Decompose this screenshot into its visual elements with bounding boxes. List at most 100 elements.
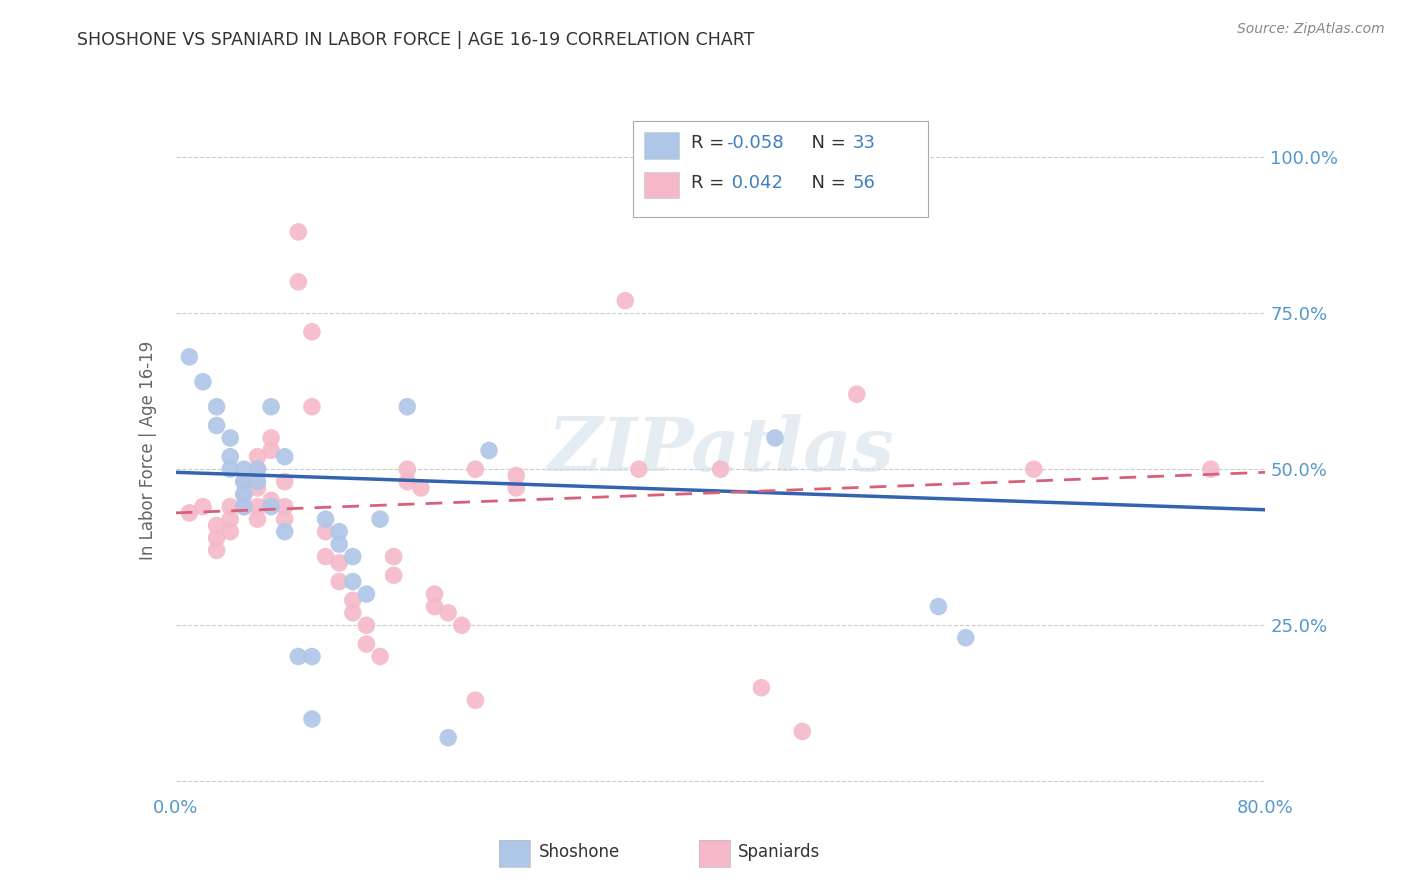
Point: [437, 731, 460, 745]
Point: [710, 462, 733, 476]
Y-axis label: In Labor Force | Age 16-19: In Labor Force | Age 16-19: [139, 341, 157, 560]
Point: [505, 468, 527, 483]
Point: [356, 637, 378, 651]
FancyBboxPatch shape: [644, 171, 679, 198]
Point: [301, 649, 323, 664]
Point: [287, 649, 309, 664]
Point: [287, 225, 309, 239]
Point: [382, 568, 405, 582]
Point: [356, 618, 378, 632]
Point: [792, 724, 814, 739]
Point: [260, 431, 283, 445]
Text: 33: 33: [852, 135, 876, 153]
Point: [437, 606, 460, 620]
Point: [928, 599, 950, 614]
Point: [356, 587, 378, 601]
Point: [205, 531, 228, 545]
Point: [219, 450, 242, 464]
Point: [1199, 462, 1222, 476]
Point: [368, 649, 391, 664]
Point: [464, 693, 486, 707]
Point: [232, 500, 254, 514]
Point: [382, 549, 405, 564]
FancyBboxPatch shape: [633, 120, 928, 217]
Text: 0.042: 0.042: [725, 174, 783, 192]
Point: [274, 524, 297, 539]
Text: R =: R =: [692, 135, 730, 153]
Text: 56: 56: [852, 174, 876, 192]
Point: [219, 524, 242, 539]
Text: Source: ZipAtlas.com: Source: ZipAtlas.com: [1237, 22, 1385, 37]
Text: SHOSHONE VS SPANIARD IN LABOR FORCE | AGE 16-19 CORRELATION CHART: SHOSHONE VS SPANIARD IN LABOR FORCE | AG…: [77, 31, 755, 49]
Point: [396, 400, 419, 414]
Point: [274, 512, 297, 526]
Point: [396, 475, 419, 489]
Point: [246, 462, 269, 476]
Point: [342, 574, 364, 589]
Point: [274, 475, 297, 489]
Point: [315, 524, 337, 539]
Point: [845, 387, 868, 401]
Point: [219, 500, 242, 514]
Point: [260, 500, 283, 514]
Point: [274, 450, 297, 464]
Point: [205, 518, 228, 533]
Point: [315, 549, 337, 564]
Point: [205, 543, 228, 558]
Point: [342, 593, 364, 607]
Point: [274, 500, 297, 514]
Point: [1022, 462, 1045, 476]
Point: [219, 462, 242, 476]
Point: [260, 493, 283, 508]
Point: [505, 481, 527, 495]
Point: [627, 462, 650, 476]
Point: [328, 524, 350, 539]
Point: [478, 443, 501, 458]
Point: [232, 475, 254, 489]
Point: [328, 556, 350, 570]
Point: [219, 512, 242, 526]
Point: [219, 431, 242, 445]
Point: [342, 606, 364, 620]
Point: [328, 537, 350, 551]
Text: ZIPatlas: ZIPatlas: [547, 414, 894, 487]
Point: [301, 712, 323, 726]
Text: N =: N =: [800, 135, 852, 153]
Point: [232, 487, 254, 501]
Point: [179, 350, 201, 364]
Point: [246, 500, 269, 514]
Point: [232, 500, 254, 514]
Text: Shoshone: Shoshone: [538, 843, 620, 861]
Point: [232, 475, 254, 489]
Point: [464, 462, 486, 476]
Point: [409, 481, 432, 495]
Point: [368, 512, 391, 526]
Point: [246, 481, 269, 495]
Point: [751, 681, 773, 695]
Point: [246, 512, 269, 526]
Point: [301, 400, 323, 414]
Point: [315, 512, 337, 526]
Point: [396, 462, 419, 476]
Point: [246, 462, 269, 476]
FancyBboxPatch shape: [644, 132, 679, 159]
Point: [205, 400, 228, 414]
Point: [342, 549, 364, 564]
Point: [423, 587, 446, 601]
Text: Spaniards: Spaniards: [738, 843, 820, 861]
Point: [301, 325, 323, 339]
Point: [287, 275, 309, 289]
Point: [232, 462, 254, 476]
Point: [191, 375, 214, 389]
Point: [260, 400, 283, 414]
Point: [423, 599, 446, 614]
Text: -0.058: -0.058: [725, 135, 783, 153]
Point: [246, 475, 269, 489]
Text: N =: N =: [800, 174, 852, 192]
Point: [450, 618, 472, 632]
Point: [328, 574, 350, 589]
Point: [232, 487, 254, 501]
Point: [614, 293, 637, 308]
Point: [763, 431, 786, 445]
Text: R =: R =: [692, 174, 730, 192]
